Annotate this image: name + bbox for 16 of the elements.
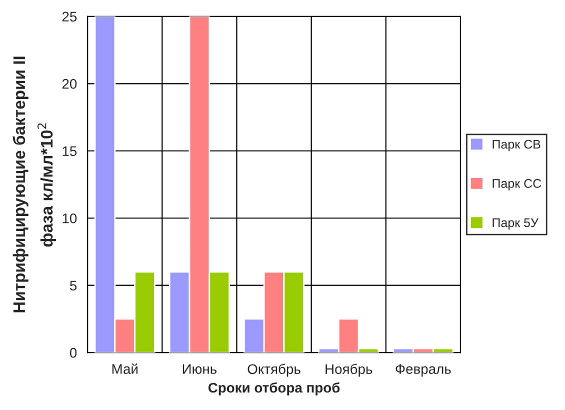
x-tick-label: Май (112, 363, 138, 374)
y-tick-label: 5 (70, 280, 77, 291)
x-tick-label: Июнь (182, 364, 217, 374)
y-tick-label: 15 (62, 146, 77, 156)
legend-label: Парк СС (492, 179, 542, 190)
legend-label: Парк СВ (492, 140, 540, 152)
y-tick-label: 0 (70, 348, 77, 358)
y-tick-label: 25 (62, 12, 77, 22)
y-axis-title: Нитрифицирующие бактерии II фаза кл/мл*10$^{2}$ (12, 56, 56, 312)
x-tick-label: Февраль (396, 364, 451, 377)
y-tick-label: 20 (62, 78, 77, 89)
x-tick-label: Ноябрь (326, 364, 372, 377)
x-tick-label: Октябрь (248, 364, 300, 377)
legend-label: Парк 5У (492, 218, 539, 230)
x-axis-title: Сроки отбора проб (208, 382, 340, 396)
y-tick-label: 10 (62, 213, 77, 224)
